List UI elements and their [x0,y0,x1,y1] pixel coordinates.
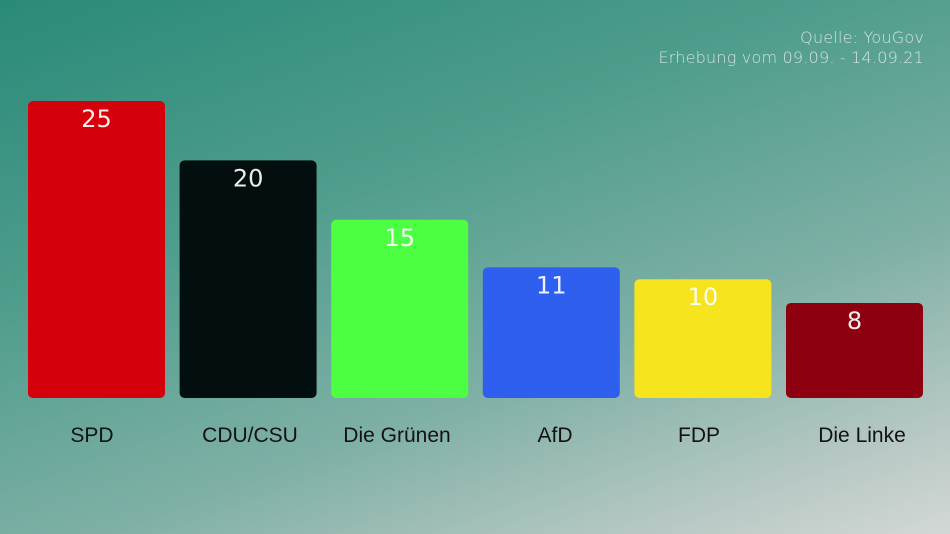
value-label-die-gr-nen: 15 [384,224,415,252]
source-line: Quelle: YouGov [800,28,924,47]
bar-spd [28,101,165,398]
value-label-spd: 25 [81,105,112,133]
category-label-die-linke: Die Linke [818,424,906,447]
bar-fdp [634,279,772,398]
bar-afd [482,267,620,398]
value-label-fdp: 10 [688,283,719,311]
category-label-fdp: FDP [678,424,720,447]
value-label-afd: 11 [536,271,567,299]
bar-cdu-csu [179,160,317,398]
category-label-cdu-csu: CDU/CSU [202,424,298,447]
category-label-spd: SPD [70,424,113,447]
bar-die-linke [786,302,923,398]
category-label-die-gr-nen: Die Grünen [343,424,450,447]
value-label-die-linke: 8 [847,307,862,335]
survey-period-line: Erhebung vom 09.09. - 14.09.21 [658,48,924,67]
value-label-cdu-csu: 20 [233,164,264,192]
source-note: Quelle: YouGov Erhebung vom 09.09. - 14.… [658,28,924,68]
bar-die-gr-nen [331,219,469,398]
category-label-afd: AfD [537,424,572,447]
